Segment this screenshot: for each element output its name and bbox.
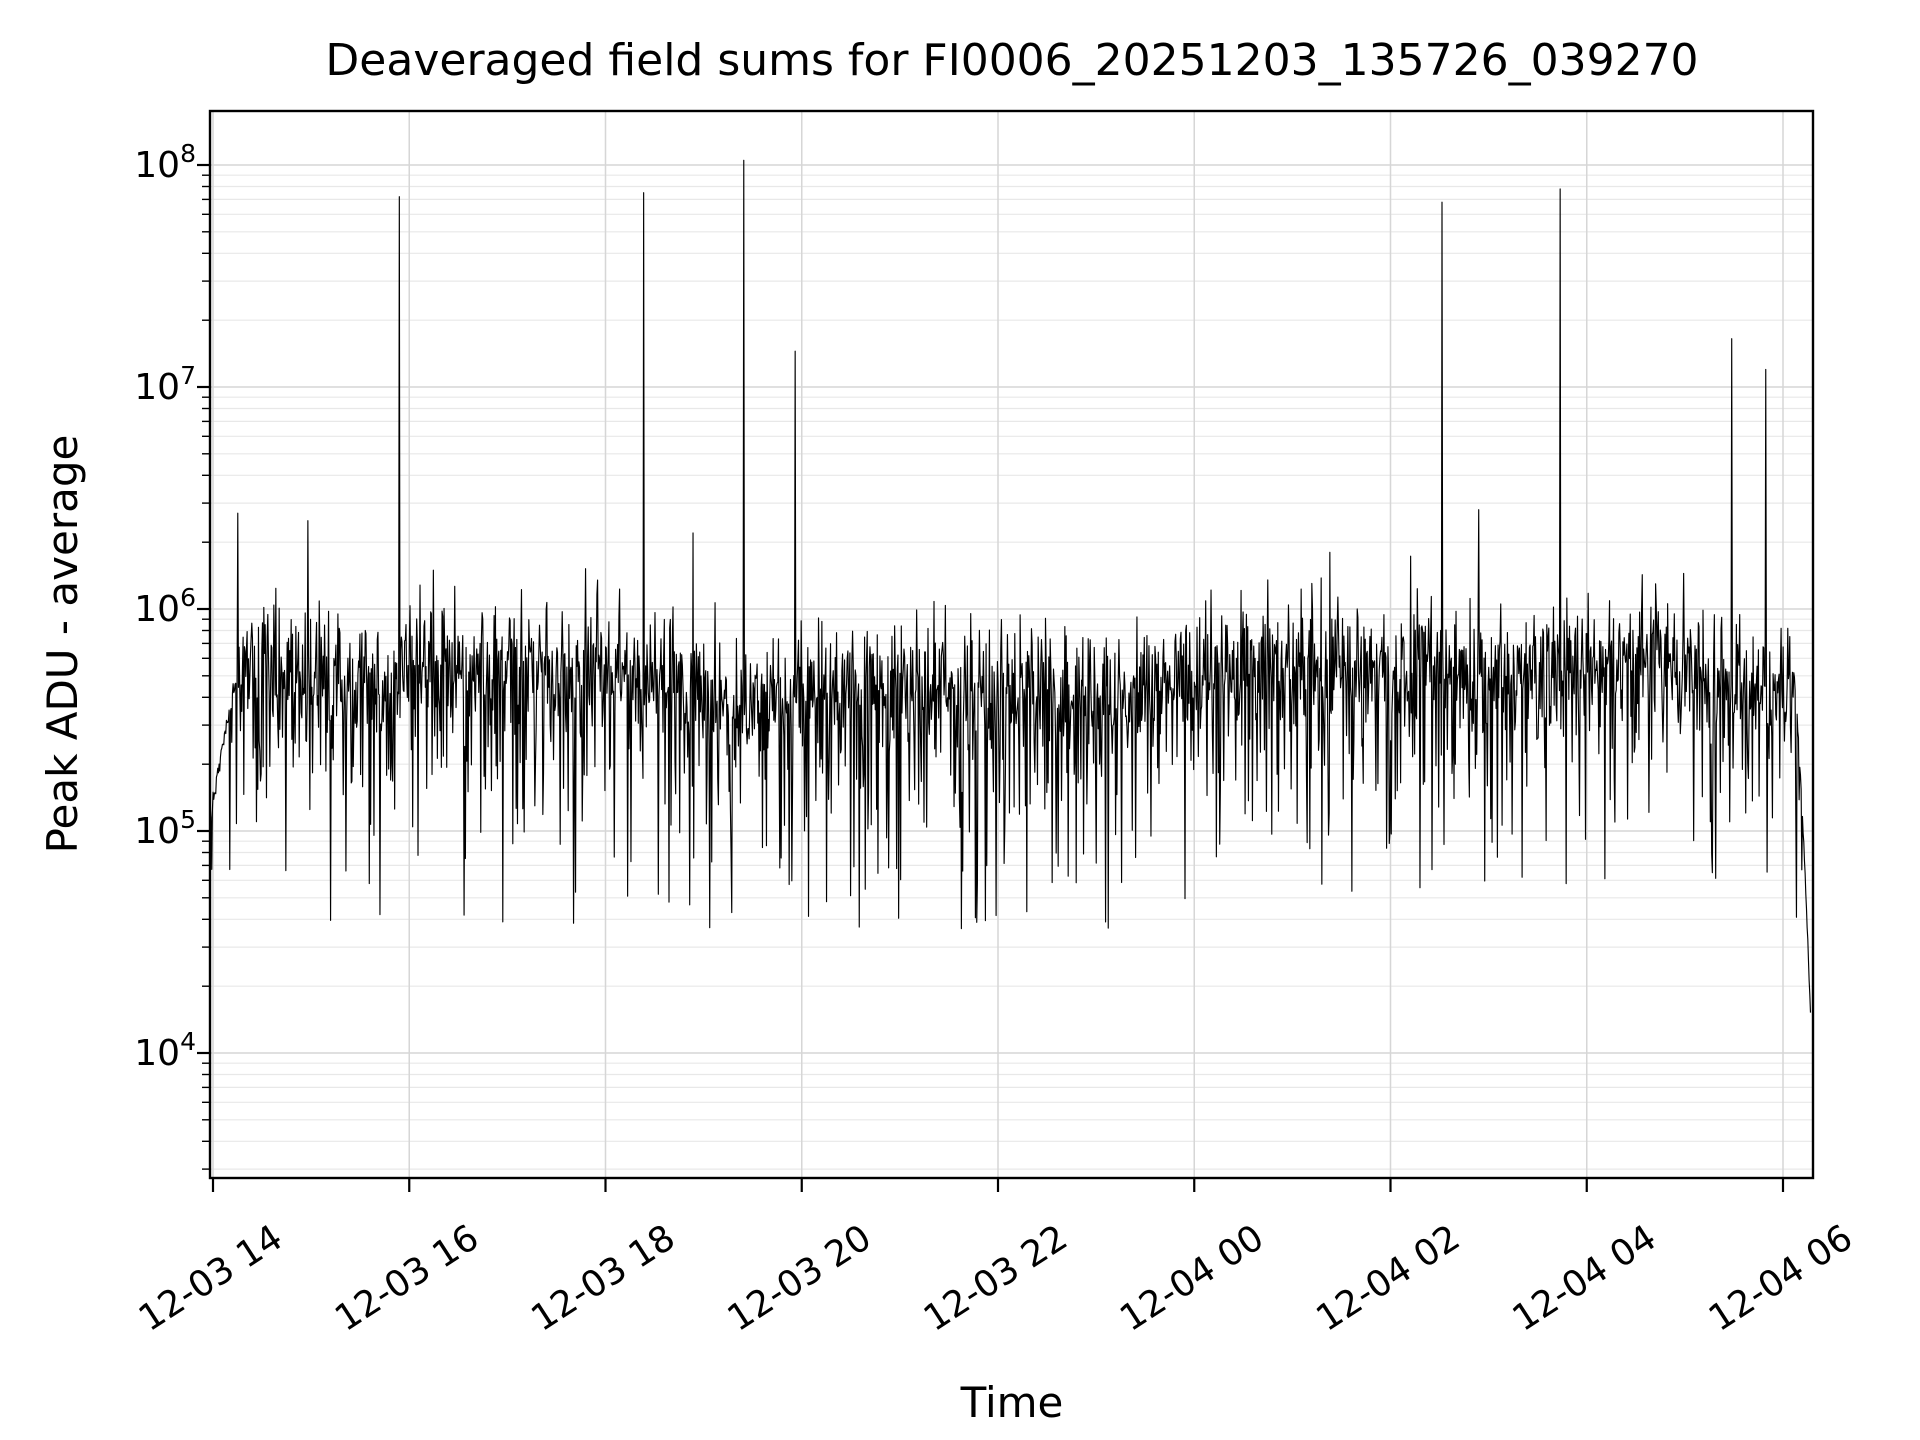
y-tick-label: 104 <box>134 1027 196 1074</box>
x-tick-label: 12-04 06 <box>1702 1217 1860 1340</box>
axes-spine <box>208 109 1815 1180</box>
y-axis-label: Peak ADU - average <box>38 434 87 854</box>
y-tick-label: 107 <box>134 361 196 408</box>
x-tick-label: 12-03 14 <box>132 1217 290 1340</box>
x-tick-label: 12-03 22 <box>917 1217 1075 1340</box>
y-tick-label: 106 <box>134 583 196 630</box>
x-axis-label: Time <box>960 1378 1064 1427</box>
x-tick-label: 12-03 16 <box>328 1217 486 1340</box>
x-tick-label: 12-04 00 <box>1113 1217 1271 1340</box>
time-series-path <box>211 159 1812 1013</box>
axis-tick-marks <box>197 163 1785 1192</box>
y-tick-label: 105 <box>134 805 196 852</box>
grid-minor-lines <box>210 174 1813 1170</box>
x-tick-label: 12-03 20 <box>721 1217 879 1340</box>
x-tick-label: 12-04 02 <box>1309 1217 1467 1340</box>
y-tick-labels: 104 105 106 107 108 <box>134 139 196 1074</box>
x-tick-label: 12-03 18 <box>524 1217 682 1340</box>
y-tick-label: 108 <box>134 139 196 186</box>
data-series-line <box>211 159 1812 1013</box>
x-tick-labels: 12-03 14 12-03 16 12-03 18 12-03 20 12-03 22… <box>132 1217 1860 1340</box>
grid-major-lines <box>210 111 1813 1178</box>
x-tick-label: 12-04 04 <box>1506 1217 1664 1340</box>
chart-title: Deaveraged field sums for FI0006_2025120… <box>325 35 1699 86</box>
plot-border <box>208 109 1815 1180</box>
